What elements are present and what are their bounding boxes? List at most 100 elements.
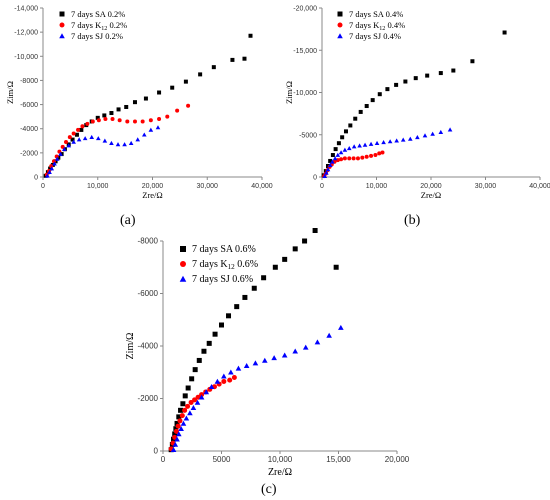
point-b-s2-5	[332, 156, 338, 161]
point-a-s2-4	[54, 156, 60, 161]
y-axis-label-a: Zim/Ω	[5, 81, 15, 104]
legend-marker-a-0	[59, 11, 65, 17]
point-b-s2-6	[335, 152, 341, 157]
x-axis-label-b: Zre/Ω	[421, 190, 441, 200]
panel-label-b: (b)	[404, 213, 421, 228]
y-axis-label-b: Zim/Ω	[284, 81, 294, 104]
point-c-s2-4	[178, 425, 184, 431]
legend-marker-b-2	[337, 33, 343, 39]
y-tick-label-c-4: -8000	[138, 237, 159, 246]
point-c-s2-23	[302, 344, 309, 350]
point-b-s0-15	[385, 87, 390, 92]
point-b-s1-7	[339, 157, 344, 162]
point-b-s1-16	[377, 151, 382, 156]
x-tick-label-b-0: 0	[320, 183, 324, 190]
point-b-s0-17	[403, 79, 408, 84]
point-a-s1-23	[165, 114, 170, 119]
point-a-s1-8	[67, 135, 72, 140]
x-tick-label-c-0: 0	[161, 455, 166, 464]
point-c-s0-14	[201, 348, 207, 354]
point-b-s2-1	[324, 170, 329, 175]
point-c-s0-17	[219, 322, 224, 328]
point-c-s0-15	[206, 340, 212, 346]
point-c-s0-24	[282, 256, 288, 262]
y-tick-label-c-0: 0	[154, 447, 159, 456]
point-c-s0-3	[172, 431, 178, 437]
point-b-s2-17	[394, 138, 399, 143]
point-b-s1-12	[360, 155, 365, 160]
point-c-s0-10	[185, 385, 191, 391]
point-c-s0-7	[178, 407, 184, 413]
point-b-s2-20	[415, 134, 420, 140]
point-c-s2-18	[252, 360, 259, 366]
point-c-s1-17	[221, 378, 227, 384]
legend-marker-c-0	[180, 246, 186, 252]
point-a-s0-23	[183, 79, 188, 84]
x-tick-label-b-1: 10,000	[366, 183, 388, 190]
point-b-s1-9	[347, 156, 352, 161]
point-c-s2-5	[180, 420, 187, 426]
y-tick-label-c-3: -6000	[138, 289, 159, 298]
point-a-s1-19	[132, 119, 137, 124]
point-c-s1-8	[185, 403, 191, 409]
point-b-s2-9	[346, 145, 352, 151]
point-a-s2-5	[58, 151, 63, 156]
point-b-s0-3	[328, 158, 333, 163]
legend-label-a-0: 7 days SA 0.2%	[71, 9, 125, 19]
panel-label-c: (c)	[261, 482, 277, 497]
point-b-s0-11	[358, 109, 363, 114]
point-b-s0-19	[425, 73, 430, 78]
legend-marker-a-1	[59, 22, 65, 28]
point-b-s1-10	[351, 156, 356, 161]
point-b-s0-8	[343, 129, 348, 134]
y-tick-label-a-3: -6000	[20, 102, 38, 109]
y-tick-label-b-2: -10,000	[293, 90, 317, 97]
y-tick-label-b-4: -20,000	[293, 6, 317, 13]
point-b-s0-14	[377, 92, 382, 97]
point-a-s0-17	[116, 107, 121, 112]
point-b-s2-16	[387, 139, 393, 144]
legend-label-b-2: 7 days SJ 0.4%	[349, 31, 401, 41]
point-c-s1-9	[188, 399, 194, 405]
point-b-s2-2	[325, 167, 331, 172]
y-tick-label-a-5: -10,000	[14, 54, 38, 61]
point-a-s2-13	[102, 138, 108, 143]
point-b-s2-13	[368, 141, 374, 146]
point-a-s2-11	[89, 134, 95, 139]
point-a-s2-19	[141, 132, 147, 137]
point-a-s2-10	[82, 136, 88, 141]
legend-label-b-0: 7 days SA 0.4%	[349, 9, 403, 19]
point-b-s2-12	[362, 142, 368, 147]
x-tick-label-c-2: 10,000	[268, 455, 293, 464]
point-c-s0-20	[242, 294, 248, 300]
y-tick-label-c-2: -4000	[138, 342, 159, 351]
y-tick-label-b-0: 0	[313, 175, 317, 182]
point-c-s2-26	[338, 324, 344, 330]
legend-label-b-1: 7 days K12 0.4%	[349, 20, 405, 32]
point-b-s1-14	[369, 153, 374, 158]
point-a-s0-10	[74, 132, 79, 137]
point-a-s2-1	[47, 169, 52, 174]
x-tick-label-c-4: 20,000	[385, 455, 410, 464]
x-tick-label-b-4: 40,000	[529, 183, 550, 190]
point-b-s1-11	[355, 156, 360, 161]
point-b-s2-23	[438, 129, 444, 135]
point-b-s1-17	[380, 150, 385, 155]
point-c-s0-23	[272, 264, 278, 270]
point-a-s0-19	[132, 100, 137, 105]
point-b-s0-10	[353, 116, 358, 121]
point-a-s1-12	[85, 121, 90, 126]
point-b-s1-15	[373, 153, 378, 158]
point-b-s2-10	[351, 144, 357, 149]
point-b-s0-4	[330, 153, 335, 158]
y-tick-label-a-0: 0	[34, 175, 38, 182]
y-axis-label-c: Zim/Ω	[125, 333, 136, 360]
point-a-s0-21	[157, 90, 162, 95]
point-a-s0-20	[143, 96, 148, 101]
y-tick-label-a-6: -12,000	[14, 30, 38, 37]
x-tick-label-c-3: 15,000	[326, 455, 351, 464]
point-c-s2-0	[170, 446, 177, 452]
point-c-s0-25	[292, 246, 298, 252]
legend-label-c-2: 7 days SJ 0.6%	[192, 274, 253, 285]
point-a-s1-9	[71, 131, 76, 136]
